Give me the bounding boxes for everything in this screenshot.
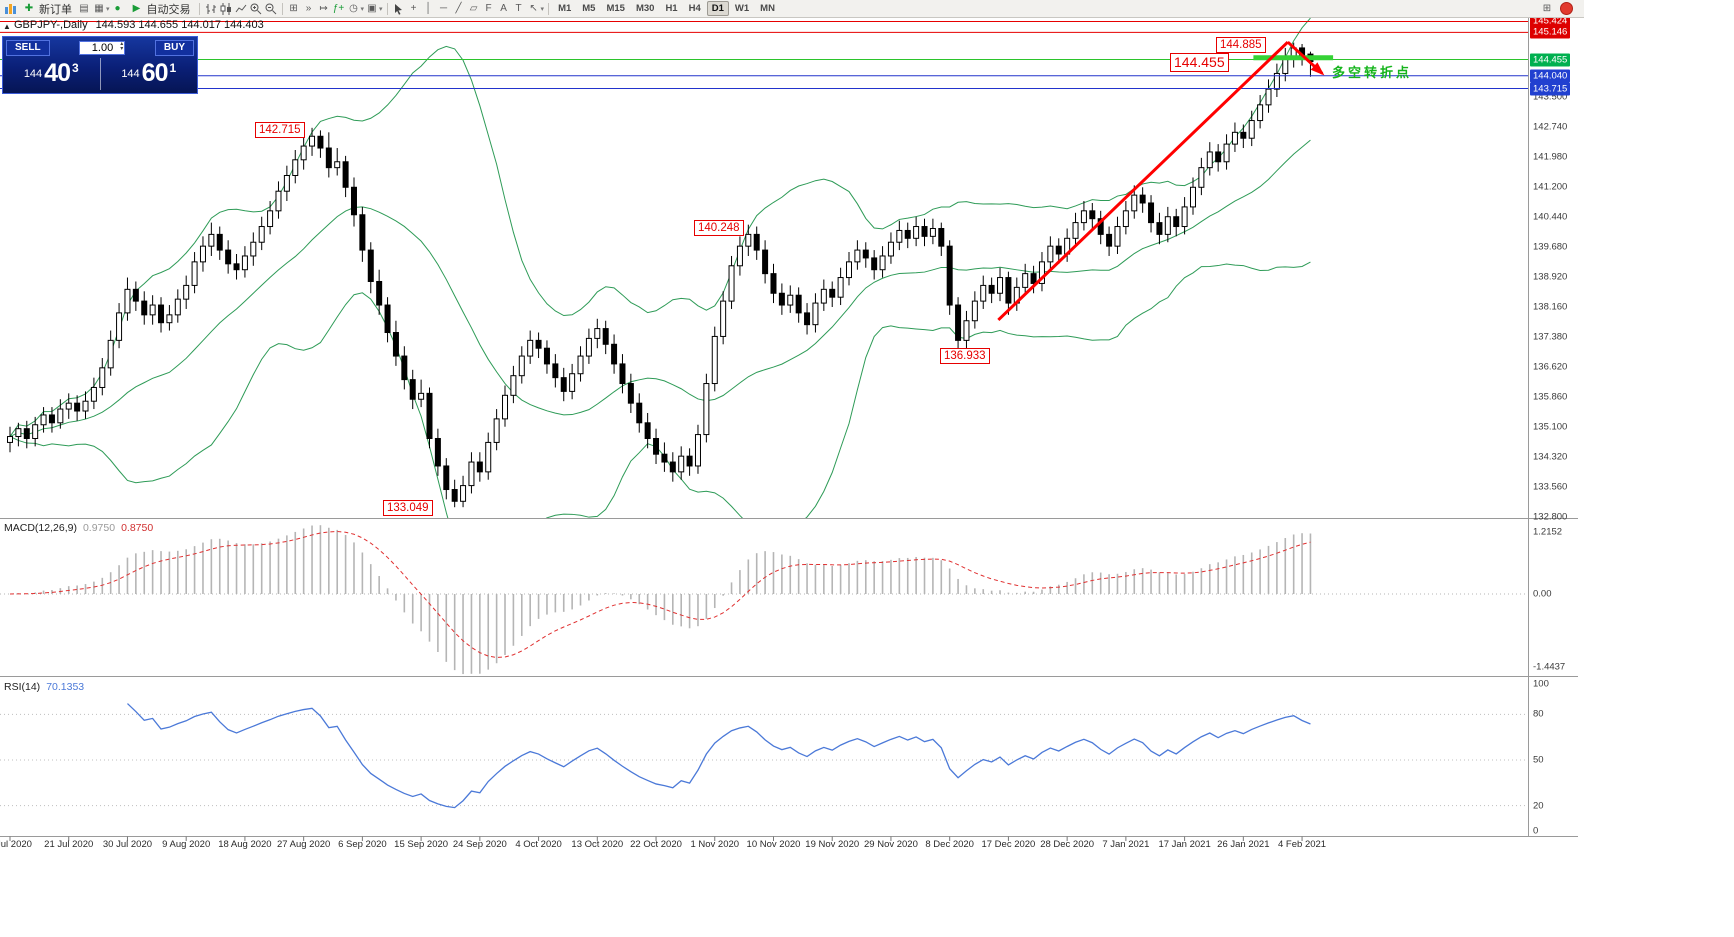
tf-button-m1[interactable]: M1 <box>558 3 572 14</box>
toolbar: ✚ 新订单 ▤ ▦ ▾ ● ▶ 自动交易 ⊞ » ↦ ƒ + <box>0 0 1584 18</box>
macd-name: MACD(12,26,9) <box>4 522 77 534</box>
buy-button[interactable]: BUY <box>154 39 194 56</box>
fibonacci-tool-icon[interactable]: F <box>485 2 492 14</box>
toolbar-separator <box>548 2 550 15</box>
period-caret-icon[interactable]: ▾ <box>360 5 365 13</box>
buy-price[interactable]: 144 60 1 <box>101 56 198 92</box>
one-click-trade-panel: SELL 1.00 ▴ ▾ BUY 144 40 3 144 60 1 <box>2 36 198 94</box>
vertical-line-tool-icon[interactable]: │ <box>425 2 432 14</box>
buy-price-sup: 1 <box>169 61 177 75</box>
new-order-button[interactable]: ✚ 新订单 <box>18 1 76 16</box>
chart-header: GBPJPY-,Daily 144.593 144.655 144.017 14… <box>14 19 264 31</box>
zoom-in-icon[interactable] <box>249 2 263 16</box>
sell-price-big: 40 <box>44 59 71 87</box>
rsi-pane[interactable] <box>0 703 1528 809</box>
candlestick-series <box>7 42 1314 508</box>
tf-button-m15[interactable]: M15 <box>606 3 625 14</box>
sell-price-sup: 3 <box>71 61 79 75</box>
tf-button-mn[interactable]: MN <box>760 3 775 14</box>
crosshair-icon[interactable]: + <box>410 2 417 14</box>
ohlc-values: 144.593 144.655 144.017 144.403 <box>95 19 264 31</box>
macd-main-value: 0.9750 <box>82 522 116 534</box>
templates-icon[interactable]: ▣ <box>367 2 377 14</box>
autotrade-play-icon: ▶ <box>132 2 141 14</box>
auto-scroll-icon[interactable]: » <box>305 2 312 14</box>
turning-point-annotation[interactable]: 多空转折点 <box>1332 65 1413 80</box>
macd-signal-value: 0.8750 <box>121 522 154 534</box>
channel-tool-icon[interactable]: ▱ <box>469 2 478 14</box>
rsi-name: RSI(14) <box>4 681 41 693</box>
sell-price-prefix: 144 <box>23 68 43 80</box>
new-chart-icon[interactable] <box>3 2 17 16</box>
profiles-icon[interactable]: ▦ <box>94 2 104 14</box>
zoom-out-icon[interactable] <box>264 2 278 16</box>
line-chart-mode-icon[interactable] <box>234 2 248 16</box>
text-tool-icon[interactable]: A <box>500 2 507 14</box>
indicators-icon[interactable]: ƒ + <box>332 2 346 16</box>
toolbar-separator <box>281 2 283 15</box>
period-clock-icon[interactable]: ◷ <box>349 2 358 14</box>
label-tool-icon[interactable]: T <box>515 2 522 14</box>
volume-down-icon[interactable]: ▾ <box>120 45 124 52</box>
tf-button-m5[interactable]: M5 <box>582 3 596 14</box>
volume-input[interactable]: 1.00 ▴ ▾ <box>79 40 126 55</box>
autotrade-button[interactable]: ▶ 自动交易 <box>126 1 195 16</box>
panel-divider <box>99 58 101 90</box>
arrows-tool-icon[interactable]: ↖ <box>529 2 538 14</box>
new-order-icon: ✚ <box>24 2 34 14</box>
bollinger-middle <box>9 139 1311 437</box>
macd-histogram <box>17 525 1312 675</box>
notification-icon[interactable] <box>1560 2 1573 15</box>
bar-chart-mode-icon[interactable] <box>204 2 218 16</box>
market-status-icon[interactable]: ● <box>114 2 121 14</box>
rsi-line <box>127 703 1311 809</box>
tile-windows-icon[interactable]: ⊞ <box>289 2 298 14</box>
macd-signal-line <box>9 531 1311 659</box>
tf-button-h1[interactable]: H1 <box>665 3 678 14</box>
terminal-icon[interactable]: ▤ <box>79 2 89 14</box>
tf-button-w1[interactable]: W1 <box>734 3 750 14</box>
new-order-label: 新订单 <box>39 3 72 16</box>
main-pane[interactable] <box>0 18 1528 584</box>
indicators-f-glyph: ƒ <box>332 2 339 14</box>
candle-chart-mode-icon[interactable] <box>219 2 233 16</box>
bollinger-upper <box>9 18 1311 437</box>
templates-caret-icon[interactable]: ▾ <box>379 5 383 13</box>
macd-pane[interactable] <box>0 525 1528 675</box>
one-click-toggle-icon[interactable]: ▲ <box>3 22 11 31</box>
tf-button-d1[interactable]: D1 <box>706 1 729 16</box>
reversal-arrow-head[interactable] <box>1310 62 1325 76</box>
tf-button-h4[interactable]: H4 <box>688 3 701 14</box>
horizontal-line-tool-icon[interactable]: ─ <box>440 2 448 14</box>
chart-shift-icon[interactable]: ↦ <box>319 2 328 14</box>
tf-button-m30[interactable]: M30 <box>635 3 655 14</box>
bollinger-lower <box>9 261 1311 518</box>
macd-pane-label: MACD(12,26,9) 0.9750 0.8750 <box>4 522 153 534</box>
symbol-title: GBPJPY-,Daily <box>14 19 88 31</box>
volume-up-icon[interactable]: ▴ <box>120 40 124 47</box>
trend-line[interactable] <box>997 40 1289 322</box>
rsi-pane-label: RSI(14) 70.1353 <box>4 681 84 693</box>
buy-price-big: 60 <box>141 59 169 87</box>
toolbar-separator <box>198 2 200 15</box>
autotrade-label: 自动交易 <box>146 3 191 16</box>
arrows-caret-icon[interactable]: ▾ <box>540 5 545 13</box>
toolbar-separator <box>386 2 388 15</box>
trendline-tool-icon[interactable]: ╱ <box>455 2 462 14</box>
cursor-icon[interactable] <box>392 2 406 16</box>
buy-price-prefix: 144 <box>121 68 140 80</box>
window-layout-icon[interactable]: ⊞ <box>1542 2 1552 14</box>
sell-price[interactable]: 144 40 3 <box>3 56 100 92</box>
indicators-plus-glyph: + <box>338 2 345 14</box>
rsi-value: 70.1353 <box>46 681 85 693</box>
profiles-caret-icon[interactable]: ▾ <box>106 5 110 13</box>
sell-button[interactable]: SELL <box>6 39 50 56</box>
volume-value: 1.00 <box>91 41 114 54</box>
